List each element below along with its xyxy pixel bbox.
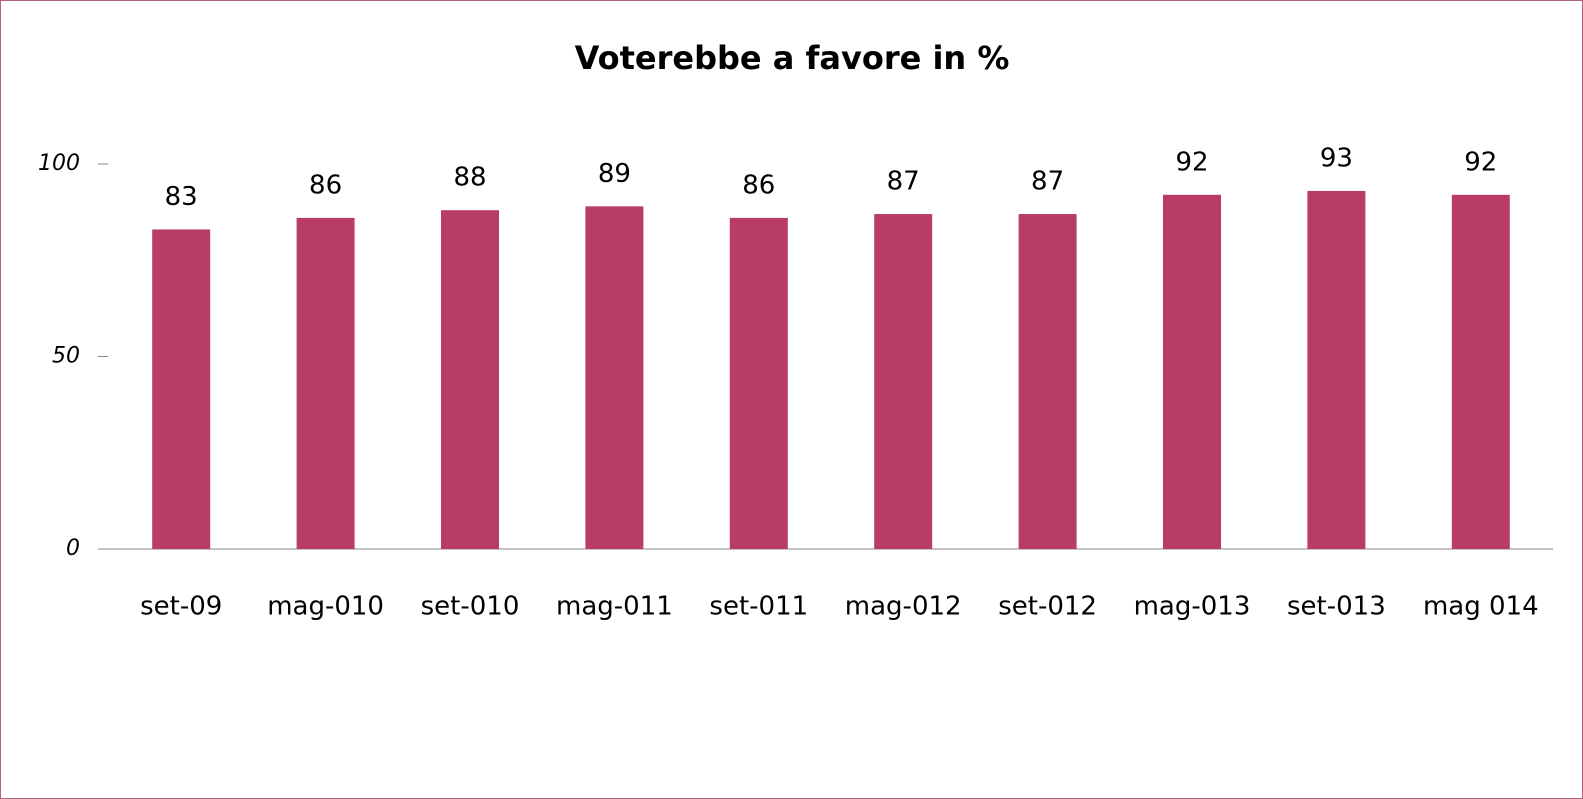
data-label: 86 bbox=[309, 170, 342, 200]
data-label: 87 bbox=[887, 167, 920, 197]
bar bbox=[1018, 214, 1077, 550]
bar bbox=[152, 229, 211, 549]
data-label: 88 bbox=[453, 163, 486, 193]
data-label: 87 bbox=[1031, 167, 1064, 197]
x-tick-label: mag-013 bbox=[1134, 592, 1251, 622]
x-tick-label: set-011 bbox=[709, 592, 808, 622]
data-label: 93 bbox=[1320, 143, 1353, 173]
bar bbox=[585, 206, 644, 549]
data-label: 83 bbox=[165, 182, 198, 212]
data-label: 92 bbox=[1175, 147, 1208, 177]
bar bbox=[296, 217, 355, 549]
x-tick-label: mag-010 bbox=[267, 592, 384, 622]
x-tick-label: set-012 bbox=[998, 592, 1097, 622]
bar bbox=[874, 214, 933, 550]
x-tick-label: mag 014 bbox=[1423, 592, 1539, 622]
bar bbox=[441, 210, 499, 549]
data-label: 92 bbox=[1464, 147, 1497, 177]
data-label: 86 bbox=[742, 170, 775, 200]
x-tick-label: set-010 bbox=[421, 592, 520, 622]
bar bbox=[1307, 190, 1366, 549]
x-tick-label: set-013 bbox=[1287, 592, 1386, 622]
y-tick-label: 50 bbox=[52, 344, 80, 369]
x-tick-label: mag-011 bbox=[556, 592, 673, 622]
y-tick-label: 0 bbox=[66, 536, 80, 561]
bar bbox=[729, 217, 788, 549]
chart-title: Voterebbe a favore in % bbox=[575, 39, 1010, 77]
x-tick-label: set-09 bbox=[140, 592, 222, 622]
x-tick-label: mag-012 bbox=[845, 592, 962, 622]
bar bbox=[1163, 194, 1221, 550]
y-tick-label: 100 bbox=[38, 151, 80, 176]
bar bbox=[1451, 194, 1510, 550]
data-label: 89 bbox=[598, 159, 631, 189]
